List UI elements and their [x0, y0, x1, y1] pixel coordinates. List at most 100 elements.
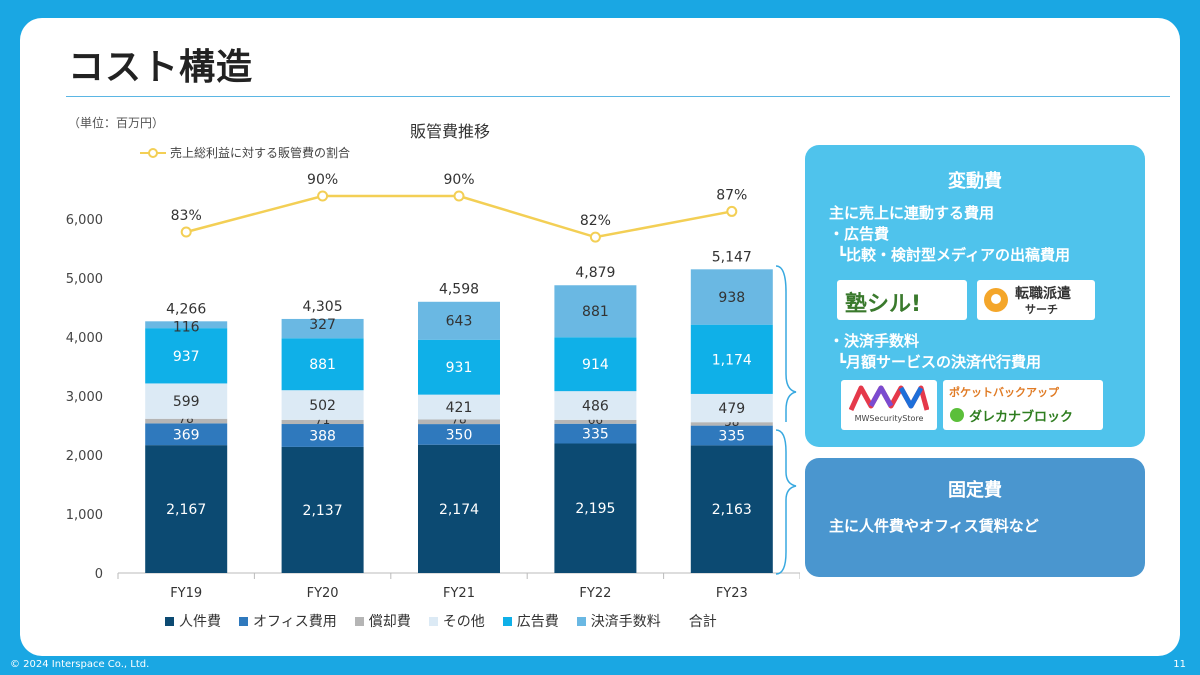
legend-item-shokyaku: 償却費 — [354, 611, 411, 631]
bar-segment — [690, 445, 773, 573]
bar-segment — [554, 419, 637, 424]
line-legend-marker — [140, 147, 166, 158]
legend-item-kokoku: 広告費 — [502, 611, 559, 631]
bar-segment — [418, 424, 500, 445]
fixed-cost-line1: 主に人件費やオフィス賃料など — [829, 517, 1039, 535]
bar-segment — [145, 321, 228, 329]
logo-pocket-bg: ポケットバックアップ ダレカナブロック — [943, 380, 1103, 430]
pocket-logo: ポケットバックアップ — [949, 386, 1059, 399]
unit-label: （単位：百万円） — [68, 116, 165, 130]
legend-item-office: オフィス費用 — [239, 611, 337, 631]
bar-segment — [281, 318, 364, 339]
bar-segment — [554, 423, 637, 444]
bar-segment — [690, 425, 773, 446]
bar-value-label: 502 — [309, 398, 336, 414]
bar-segment — [690, 422, 773, 426]
ratio-label: 90% — [443, 172, 474, 188]
y-tick-label: 2,000 — [66, 449, 103, 464]
bar-value-label: 2,174 — [439, 502, 479, 518]
bar-value-label: 1,174 — [712, 352, 752, 368]
bar-segment — [690, 269, 773, 325]
logo-tenshoku-bg: 転職派遣 サーチ — [977, 280, 1095, 320]
y-tick-label: 6,000 — [66, 213, 103, 228]
total-label: 5,147 — [712, 249, 752, 265]
bar-segment — [145, 328, 228, 384]
bar-value-label: 2,167 — [166, 502, 206, 518]
bar-value-label: 335 — [582, 427, 609, 443]
chart-legend: 人件費 オフィス費用 償却費 その他 広告費 決済手数料 合計 — [165, 611, 717, 631]
dareka-logo: ダレカナブロック — [969, 410, 1074, 425]
bar-value-label: 116 — [173, 319, 200, 335]
bar-segment — [145, 418, 228, 424]
cost-chart: 0 1,000 2,000 3,000 4,000 5,000 6,000 FY19 FY20 F… — [66, 172, 800, 601]
variable-cost-line5: ┗月額サービスの決済代行費用 — [837, 353, 1042, 371]
bar-value-label: 486 — [582, 398, 609, 414]
ratio-label: 82% — [580, 213, 611, 229]
bar-segment — [281, 424, 364, 447]
bar-value-label: 479 — [718, 401, 745, 417]
tenshoku-logo-line2: サーチ — [1025, 303, 1058, 316]
legend-item-sonota: その他 — [428, 611, 485, 631]
page-number: 11 — [1173, 659, 1186, 670]
bar-segment — [418, 444, 500, 573]
variable-cost-line2: ・広告費 — [829, 225, 890, 243]
variable-cost-line3: ┗比較・検討型メディアの出稿費用 — [837, 246, 1070, 264]
bar-segment — [554, 285, 637, 338]
tenshoku-logo-line1: 転職派遣 — [1015, 286, 1071, 302]
y-tick-label: 3,000 — [66, 390, 103, 405]
bar-value-label: 914 — [582, 357, 609, 373]
ratio-label: 87% — [716, 187, 747, 203]
bar-segment — [145, 445, 228, 573]
x-tick-label: FY19 — [170, 586, 202, 601]
bar-value-label: 350 — [446, 427, 473, 443]
page-title: コスト構造 — [68, 47, 254, 88]
bar-segment — [418, 419, 500, 425]
bracket-braces — [775, 265, 797, 575]
mw-logo-icon — [849, 385, 929, 412]
variable-cost-box: 変動費 主に売上に連動する費用 ・広告費 ┗比較・検討型メディアの出稿費用 塾シ… — [805, 145, 1145, 447]
variable-cost-line1: 主に売上に連動する費用 — [829, 204, 995, 222]
total-label: 4,305 — [303, 299, 343, 315]
line-legend-label: 売上総利益に対する販管費の割合 — [170, 146, 351, 160]
bar-value-label: 2,195 — [575, 501, 615, 517]
bar-segment — [281, 419, 364, 425]
legend-item-jinkenhi: 人件費 — [165, 611, 221, 631]
bar-value-label: 881 — [309, 357, 336, 373]
fixed-cost-heading: 固定費 — [948, 480, 1002, 501]
ratio-point — [317, 190, 329, 202]
bar-value-label: 2,163 — [712, 502, 752, 518]
variable-cost-line4: ・決済手数料 — [829, 332, 920, 350]
bar-value-label: 327 — [309, 317, 336, 333]
total-label: 4,879 — [575, 265, 615, 281]
dareka-logo-icon — [950, 408, 964, 422]
bar-value-label: 599 — [173, 394, 200, 410]
bar-segment — [281, 390, 364, 420]
bar-value-label: 369 — [173, 427, 200, 443]
y-tick-label: 5,000 — [66, 272, 103, 287]
y-tick-label: 4,000 — [66, 331, 103, 346]
x-tick-label: FY22 — [579, 586, 611, 601]
bar-segment — [418, 394, 500, 420]
ratio-label: 83% — [171, 208, 202, 224]
bar-segment — [145, 423, 228, 446]
bar-segment — [281, 446, 364, 573]
bar-value-label: 881 — [582, 304, 609, 320]
x-tick-label: FY21 — [443, 586, 475, 601]
bar-segment — [554, 337, 637, 392]
bar-segment — [281, 338, 364, 391]
bar-value-label: 335 — [718, 429, 745, 445]
ratio-point — [453, 190, 465, 202]
total-label: 4,266 — [166, 301, 206, 317]
bar-value-label: 2,137 — [303, 503, 343, 519]
x-tick-label: FY23 — [716, 586, 748, 601]
bar-value-label: 938 — [718, 290, 745, 306]
bar-segment — [690, 393, 773, 423]
mw-logo-text: MWSecurityStore — [854, 414, 924, 423]
ratio-line — [185, 194, 733, 239]
fixed-cost-box: 固定費 主に人件費やオフィス賃料など — [805, 458, 1145, 577]
bar-segment — [418, 301, 500, 340]
variable-cost-heading: 変動費 — [948, 171, 1002, 192]
bar-value-label: 421 — [446, 400, 473, 416]
bar-value-label: 931 — [446, 360, 473, 376]
ratio-point — [726, 205, 738, 217]
